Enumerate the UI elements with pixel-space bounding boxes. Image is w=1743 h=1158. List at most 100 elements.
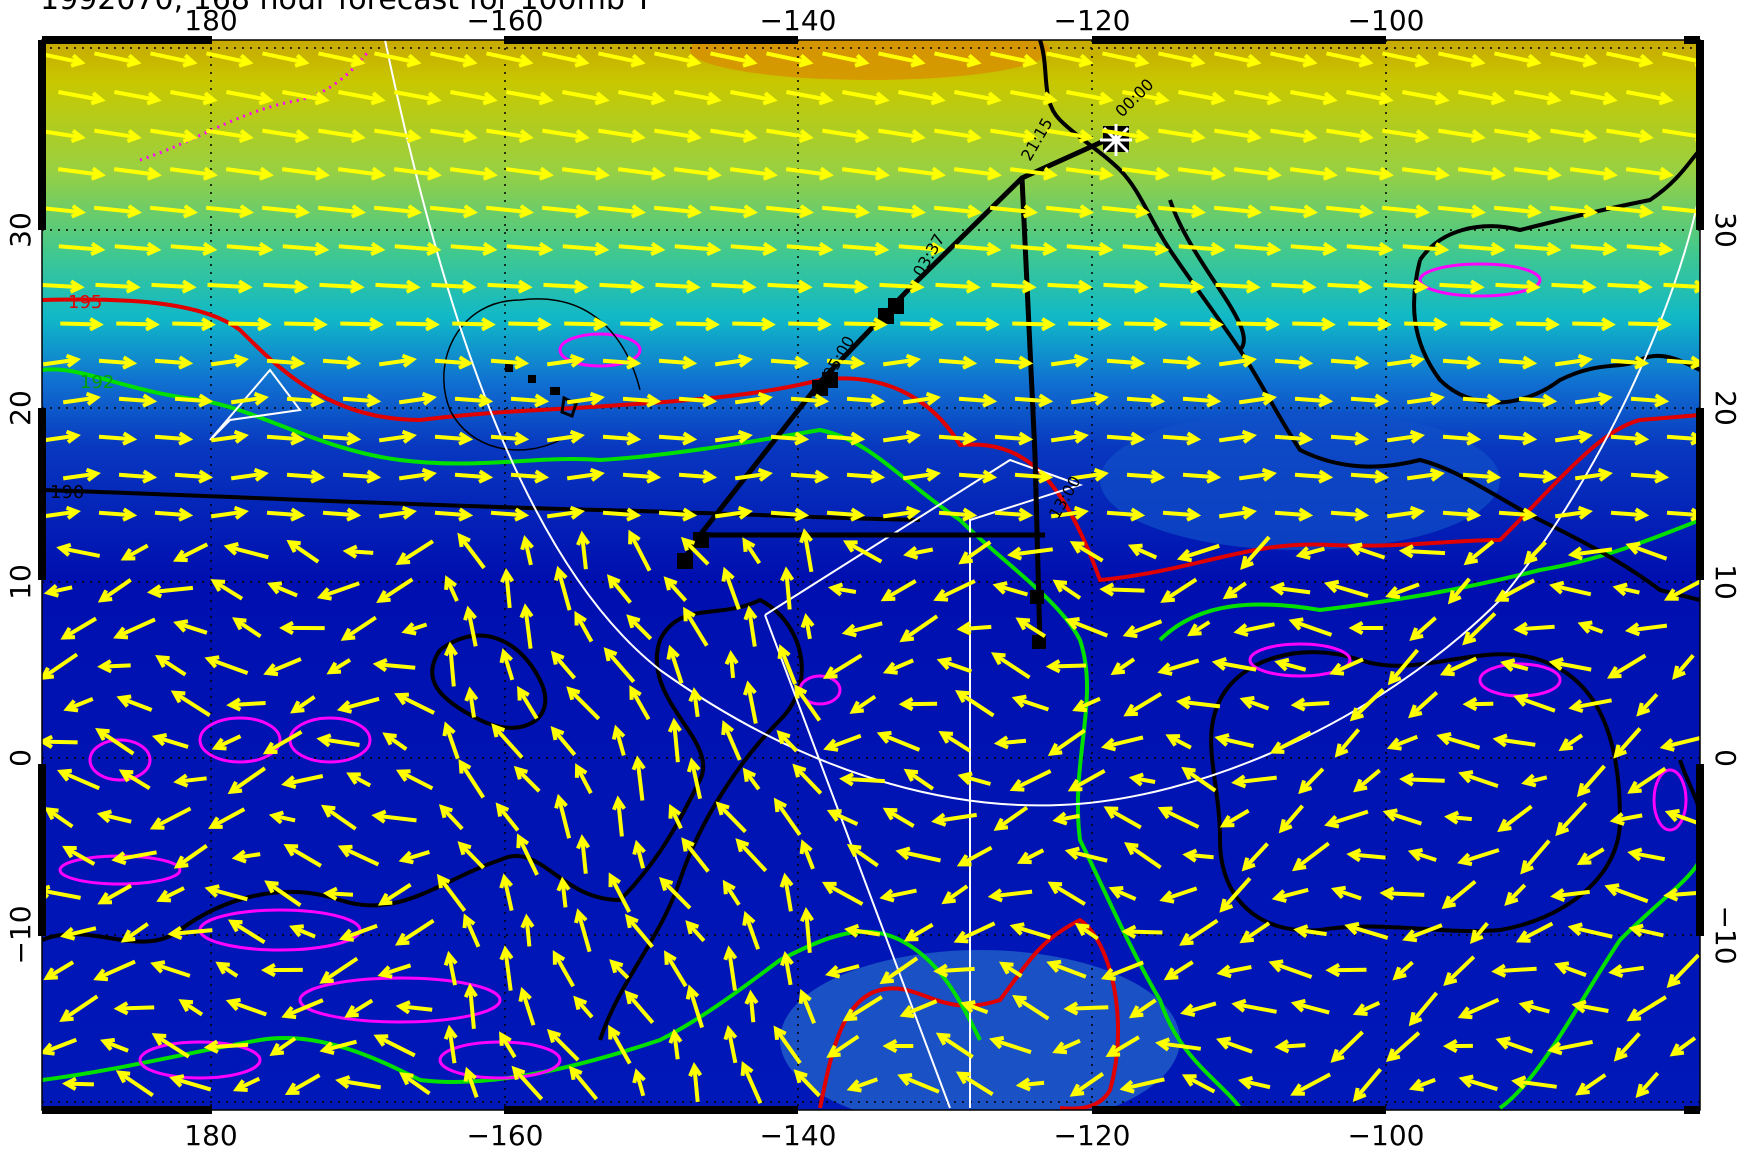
wind-arrow bbox=[1572, 321, 1612, 327]
wind-arrow bbox=[1347, 924, 1389, 940]
wind-arrow bbox=[732, 321, 772, 327]
wind-arrow bbox=[510, 472, 546, 480]
wind-arrow-head bbox=[120, 548, 136, 561]
wind-arrow bbox=[508, 321, 548, 327]
wind-arrow bbox=[230, 395, 266, 405]
wind-arrow bbox=[1046, 51, 1090, 65]
wind-arrow bbox=[227, 544, 269, 560]
wind-arrow bbox=[487, 282, 529, 290]
wind-arrow bbox=[881, 956, 919, 984]
wind-arrow-head bbox=[550, 726, 565, 741]
wind-arrow-head bbox=[499, 1031, 512, 1046]
wind-arrow bbox=[566, 471, 602, 481]
wind-arrow bbox=[1549, 205, 1595, 215]
wind-arrow-head bbox=[1302, 53, 1318, 68]
wind-arrow bbox=[266, 657, 302, 675]
wind-arrow bbox=[1180, 321, 1220, 327]
wind-arrow-head bbox=[43, 967, 58, 981]
wind-arrow bbox=[1458, 244, 1502, 252]
wind-arrow-head bbox=[818, 166, 834, 181]
wind-arrow-head bbox=[933, 963, 949, 978]
wind-arrow bbox=[1498, 358, 1534, 366]
wind-arrow bbox=[660, 878, 692, 910]
wind-arrow-head bbox=[737, 505, 753, 520]
wind-arrow-head bbox=[1157, 806, 1173, 820]
wind-arrow-head bbox=[1374, 393, 1390, 408]
wind-arrow bbox=[338, 90, 382, 102]
wind-arrow bbox=[1629, 766, 1667, 794]
wind-arrow bbox=[658, 434, 694, 442]
wind-arrow-head bbox=[631, 755, 646, 771]
wind-arrow-head bbox=[1210, 166, 1226, 181]
wind-arrow bbox=[957, 690, 995, 718]
wind-arrow bbox=[748, 993, 756, 1023]
wind-arrow bbox=[1158, 51, 1202, 65]
wind-arrow bbox=[1159, 282, 1201, 290]
wind-arrow bbox=[785, 167, 831, 177]
wind-arrow-head bbox=[1179, 932, 1194, 946]
wind-arrow-head bbox=[290, 507, 306, 522]
wind-arrow-head bbox=[1038, 393, 1054, 408]
wind-arrow-head bbox=[794, 355, 810, 370]
wind-arrow-head bbox=[910, 204, 927, 219]
wind-arrow-head bbox=[1015, 1077, 1031, 1092]
wind-arrow bbox=[580, 838, 588, 874]
wind-arrow-head bbox=[1011, 694, 1027, 708]
wind-arrow bbox=[729, 167, 775, 177]
wind-arrow bbox=[906, 922, 934, 942]
wind-arrow-head bbox=[899, 629, 915, 643]
wind-arrow bbox=[1493, 128, 1539, 140]
wind-arrow-head bbox=[930, 242, 946, 257]
wind-arrow bbox=[149, 205, 195, 215]
wind-arrow bbox=[1183, 767, 1217, 793]
wind-arrow-head bbox=[499, 873, 514, 889]
wind-arrow bbox=[599, 282, 641, 290]
wind-arrow bbox=[580, 534, 588, 570]
wind-arrow-head bbox=[846, 1079, 862, 1093]
wind-arrow-head bbox=[574, 129, 590, 143]
wind-arrow-head bbox=[1462, 697, 1478, 712]
wind-arrow bbox=[654, 51, 698, 65]
wind-arrow-head bbox=[1269, 581, 1285, 596]
wind-arrow-head bbox=[794, 507, 810, 522]
wind-arrow bbox=[153, 962, 191, 978]
wind-arrow bbox=[1162, 434, 1198, 442]
y-tick-left-10: 10 bbox=[4, 564, 37, 600]
wind-arrow bbox=[60, 321, 100, 327]
wind-arrow bbox=[995, 583, 1029, 597]
wind-arrow-head bbox=[827, 582, 844, 597]
wind-arrow-head bbox=[316, 587, 332, 601]
wind-arrow-head bbox=[457, 841, 472, 856]
wind-arrow-head bbox=[1469, 279, 1485, 294]
wind-arrow bbox=[42, 433, 78, 443]
wind-arrow bbox=[898, 90, 942, 102]
wind-arrow-head bbox=[685, 984, 700, 1000]
wind-arrow bbox=[1104, 735, 1144, 749]
wind-arrow-head bbox=[1658, 91, 1674, 106]
wind-arrow-head bbox=[1261, 391, 1277, 406]
wind-arrow bbox=[228, 321, 268, 327]
wind-arrow-head bbox=[1494, 589, 1509, 602]
wind-arrow bbox=[933, 205, 979, 215]
wind-arrow-head bbox=[1408, 704, 1423, 719]
wind-arrow-head bbox=[741, 279, 757, 294]
wind-arrow-head bbox=[85, 467, 101, 482]
wind-arrow bbox=[322, 510, 358, 518]
wind-arrow bbox=[503, 949, 513, 991]
wind-arrow bbox=[711, 282, 753, 290]
wind-arrow-head bbox=[401, 429, 417, 444]
wind-arrow-head bbox=[322, 886, 338, 901]
wind-arrow-head bbox=[1078, 53, 1094, 68]
wind-arrow-head bbox=[773, 1025, 787, 1041]
wind-arrow-head bbox=[518, 986, 532, 1002]
wind-arrow-head bbox=[517, 279, 533, 294]
wind-arrow-head bbox=[742, 53, 758, 68]
wind-arrow bbox=[1326, 51, 1370, 65]
wind-arrow-head bbox=[550, 650, 565, 665]
wind-arrow-head bbox=[113, 626, 129, 640]
wind-arrow-head bbox=[90, 91, 106, 106]
wind-arrow-head bbox=[882, 807, 898, 821]
wind-arrow bbox=[447, 954, 457, 986]
wind-arrow bbox=[1186, 852, 1214, 860]
wind-arrow-head bbox=[941, 891, 956, 905]
